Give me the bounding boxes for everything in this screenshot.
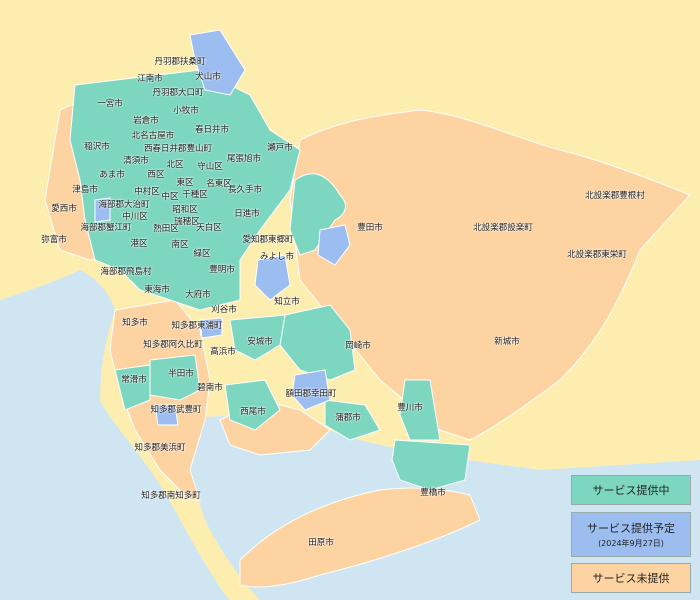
region-label: 西区: [147, 170, 165, 180]
region-label: 犬山市: [195, 72, 221, 82]
region-label: 海部郡飛島村: [100, 267, 152, 277]
region-label: 碧南市: [197, 383, 223, 393]
legend-item-provided: サービス提供中: [571, 475, 691, 505]
region-label: 千種区: [182, 190, 208, 200]
region-label: 知多市: [122, 318, 148, 328]
region-label: 中川区: [122, 212, 148, 222]
region-nagoya-owari: [69, 69, 301, 311]
region-label: 豊明市: [209, 265, 235, 275]
legend-item-not-provided: サービス未提供: [571, 563, 691, 593]
region-miyoshi-area: [254, 254, 291, 301]
legend-label-provided: サービス提供中: [592, 484, 670, 497]
region-label: 北区: [166, 160, 184, 170]
region-label: 蒲郡市: [335, 413, 361, 423]
region-label: 津島市: [72, 185, 98, 195]
region-label: 高浜市: [210, 347, 236, 357]
region-toyohashi: [391, 439, 471, 491]
region-mid-mikawa: [229, 314, 286, 361]
region-label: 豊橋市: [420, 488, 446, 498]
region-label: 名東区: [206, 179, 232, 189]
region-label: 小牧市: [173, 106, 199, 116]
region-nishio: [224, 379, 281, 431]
region-tokoname: [114, 364, 151, 411]
region-label: 瀬戸市: [267, 143, 293, 153]
region-label: 西尾市: [240, 407, 266, 417]
region-label: 豊田市: [357, 223, 383, 233]
region-toyokawa: [399, 379, 441, 441]
region-gamagori: [324, 399, 381, 441]
region-label: 昭和区: [172, 205, 198, 215]
region-label: 瑞穂区: [174, 217, 200, 227]
region-higashiura: [199, 317, 223, 339]
region-label: 中村区: [134, 187, 160, 197]
region-label: 岩倉市: [133, 116, 159, 126]
legend-label-planned: サービス提供予定: [587, 522, 675, 535]
region-label: 弥富市: [41, 235, 67, 245]
region-atsumi: [239, 487, 481, 588]
region-label: 知多郡東浦町: [171, 321, 223, 331]
region-label: 稲沢市: [84, 142, 110, 152]
region-label: 丹羽郡扶桑町: [154, 57, 206, 67]
region-label: 春日井市: [194, 125, 230, 135]
region-toyota: [289, 173, 346, 256]
region-label: 知多郡南知多町: [141, 491, 201, 501]
region-label: 常滑市: [121, 375, 147, 385]
legend-item-planned: サービス提供予定 (2024年9月27日): [571, 512, 691, 557]
region-taketoyo: [154, 404, 179, 426]
region-label: 岡崎市: [345, 341, 371, 351]
region-label: 額田郡幸田町: [285, 389, 337, 399]
region-label: 西春日井郡豊山町: [143, 144, 213, 154]
region-eastern-mikawa: [289, 109, 691, 441]
region-label: 海部郡大治町: [98, 200, 150, 210]
region-label: 安城市: [247, 337, 273, 347]
region-label: 新城市: [494, 337, 520, 347]
region-toyota-planned: [317, 224, 351, 266]
legend-sub-planned: (2024年9月27日): [598, 539, 664, 548]
region-label: 大府市: [185, 290, 211, 300]
sea-area: [0, 270, 230, 600]
region-label: 愛西市: [51, 204, 77, 214]
region-label: 知多郡武豊町: [150, 405, 202, 415]
region-label: 南区: [171, 240, 189, 250]
region-inuyama: [189, 29, 246, 96]
region-label: 港区: [130, 239, 148, 249]
region-label: 天白区: [196, 223, 222, 233]
region-label: 東区: [176, 178, 194, 188]
region-label: 半田市: [168, 369, 194, 379]
region-okazaki: [279, 304, 356, 381]
region-label: 愛知郡東郷町: [242, 235, 294, 245]
region-label: 尾張旭市: [226, 154, 262, 164]
region-kota: [291, 369, 331, 411]
region-label: 海部郡蟹江町: [80, 223, 132, 233]
region-label: 知多郡阿久比町: [143, 340, 203, 350]
region-label: 豊川市: [397, 403, 423, 413]
legend-label-not-provided: サービス未提供: [592, 572, 670, 585]
region-label: 北名古屋市: [131, 131, 175, 141]
region-label: 北設楽郡東栄町: [567, 250, 627, 260]
region-label: 一宮市: [97, 99, 123, 109]
region-label: 江南市: [137, 74, 163, 84]
region-label: みよし市: [259, 252, 295, 262]
region-label: 緑区: [193, 249, 211, 259]
region-label: 北設楽郡設楽町: [473, 223, 533, 233]
region-label: 中区: [161, 192, 179, 202]
region-label: 田原市: [308, 538, 334, 548]
region-label: 知多郡美浜町: [134, 443, 186, 453]
region-label: 清須市: [123, 156, 149, 166]
region-label: 熱田区: [153, 224, 179, 234]
region-westedge: [94, 197, 111, 223]
region-label: 知立市: [274, 297, 300, 307]
region-label: 長久手市: [227, 185, 263, 195]
region-label: 北設楽郡豊根村: [585, 191, 645, 201]
region-label: あま市: [99, 170, 125, 180]
region-label: 守山区: [197, 162, 223, 172]
region-label: 日進市: [234, 209, 260, 219]
region-label: 東海市: [144, 285, 170, 295]
region-label: 刈谷市: [211, 305, 237, 315]
region-label: 丹羽郡大口町: [152, 88, 204, 98]
